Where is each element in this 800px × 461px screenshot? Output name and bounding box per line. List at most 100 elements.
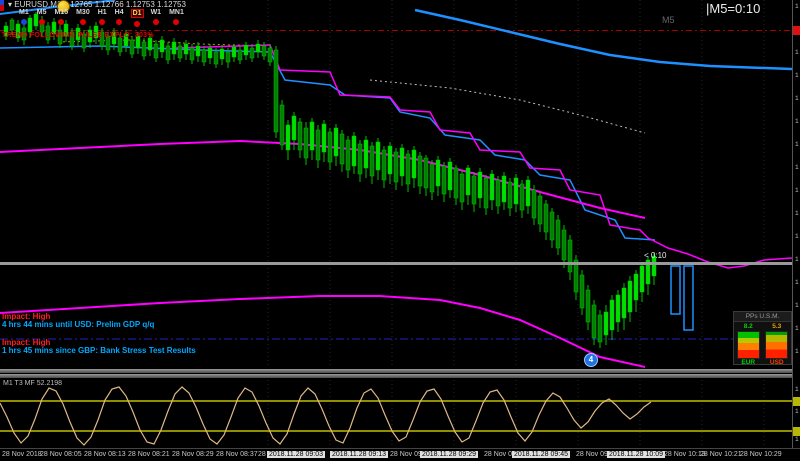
candle-body bbox=[3, 25, 9, 37]
timeframe-status-dot bbox=[79, 19, 86, 25]
forecast-box bbox=[683, 265, 694, 331]
candle-body bbox=[279, 104, 285, 146]
window-corner-blue bbox=[0, 0, 4, 5]
candle-body bbox=[75, 27, 81, 41]
price-axis-tick: 1.1 bbox=[795, 141, 800, 148]
candle-body bbox=[525, 179, 531, 207]
chart-dropdown-icon[interactable]: ▾ bbox=[8, 0, 13, 9]
timeframe-status-dot bbox=[99, 19, 106, 25]
candle-body bbox=[447, 161, 453, 191]
time-axis-label: 28 Nov 08:29 bbox=[172, 451, 214, 458]
time-axis-label: 28 Nov 09:17 bbox=[390, 451, 432, 458]
timeframe-label: M1 bbox=[19, 9, 29, 16]
candle-body bbox=[153, 43, 159, 59]
timeframe-button-mn1[interactable]: MN1 bbox=[168, 9, 185, 27]
candle-body bbox=[87, 29, 93, 43]
timeframe-label: D1 bbox=[130, 9, 144, 18]
price-axis-tick: 1.1 bbox=[795, 325, 800, 332]
timeframe-button-d1[interactable]: D1 bbox=[130, 9, 144, 27]
candle-body bbox=[51, 21, 57, 35]
timeframe-button-m15[interactable]: M15 bbox=[53, 9, 69, 27]
timeframe-button-h1[interactable]: H1 bbox=[97, 9, 108, 27]
magenta-envelope-lower bbox=[0, 295, 646, 368]
splitter-bar bbox=[0, 369, 800, 373]
time-axis-label: 28 Nov 08:05 bbox=[40, 451, 82, 458]
candle-body bbox=[393, 151, 399, 183]
candle-body bbox=[195, 45, 201, 57]
time-axis-label-highlighted: 2018.11.28 09:13 bbox=[330, 451, 388, 458]
candle-body bbox=[495, 179, 501, 207]
candle-body bbox=[573, 259, 579, 293]
candle-body bbox=[453, 167, 459, 199]
price-axis-tick: 1.1 bbox=[795, 49, 800, 56]
candle-body bbox=[441, 165, 447, 195]
price-axis[interactable]: 1.1 1.1 1.1 1.1 1.1 1.1 1.1 1.1 1.1 1.1 1.1 1.1 1.1 1… bbox=[792, 0, 800, 448]
candle-body bbox=[45, 25, 51, 41]
signal-badge-4: 4 bbox=[584, 353, 598, 367]
timeframe-status-dot bbox=[116, 19, 123, 25]
timeframe-status-dot bbox=[134, 21, 141, 27]
candle-body bbox=[483, 177, 489, 209]
time-axis-label: 28 Nov 09:57 bbox=[576, 451, 618, 458]
candle-body bbox=[171, 41, 177, 55]
candle-body bbox=[369, 145, 375, 177]
candle-body bbox=[639, 265, 645, 293]
candle-body bbox=[189, 47, 195, 61]
candle-body bbox=[177, 45, 183, 59]
time-axis-label: 28 Nov 08:13 bbox=[84, 451, 126, 458]
candle-body bbox=[489, 173, 495, 201]
candle-body bbox=[105, 35, 111, 51]
candle-body bbox=[33, 13, 39, 27]
candle-body bbox=[147, 37, 153, 51]
timeframe-status-dot bbox=[152, 19, 159, 25]
price-axis-tick: 1.1 bbox=[795, 279, 800, 286]
timeframe-label: M5 bbox=[36, 9, 47, 16]
gray-dotted-curve bbox=[369, 79, 646, 134]
price-axis-tick: 1.1 bbox=[795, 348, 800, 355]
timeframe-button-w1[interactable]: W1 bbox=[150, 9, 163, 27]
candle-body bbox=[597, 314, 603, 343]
candle-body bbox=[225, 51, 231, 63]
time-axis[interactable]: 28 Nov 2018 28 Nov 08:05 28 Nov 08:13 28 No… bbox=[0, 448, 800, 461]
window-splitter[interactable] bbox=[0, 368, 800, 380]
time-axis-label: 28 Nov 10:21 bbox=[700, 451, 742, 458]
candle-body bbox=[261, 45, 267, 57]
timeframe-label: M30 bbox=[76, 9, 90, 16]
price-axis-tick: 1.1 bbox=[795, 408, 800, 415]
alert-icon bbox=[57, 0, 70, 13]
candle-body bbox=[537, 195, 543, 225]
price-axis-tick: 1.1 bbox=[795, 302, 800, 309]
strength-meter-title: PPs U.S.M. bbox=[734, 312, 791, 322]
candle-body bbox=[285, 124, 291, 151]
candle-body bbox=[249, 47, 255, 59]
candle-body bbox=[183, 43, 189, 55]
timeframe-toolbar: M1 M5 M15 M30 H1 H4 D1 W1 MN1 bbox=[18, 9, 185, 27]
window-corner-red bbox=[0, 5, 4, 11]
chart-canvas[interactable] bbox=[0, 0, 800, 447]
candle-body bbox=[459, 173, 465, 203]
usd-strength-value: 5.3 bbox=[772, 323, 782, 330]
candle-body bbox=[69, 31, 75, 47]
candle-body bbox=[561, 229, 567, 261]
timeframe-button-m1[interactable]: M1 bbox=[18, 9, 30, 27]
candle-body bbox=[141, 41, 147, 57]
candle-body bbox=[291, 115, 297, 141]
magenta-ma-stepped bbox=[174, 44, 793, 269]
price-axis-tick: 1.1 bbox=[795, 95, 800, 102]
candle-body bbox=[201, 49, 207, 63]
time-axis-label-highlighted: 2018.11.28 09:45 bbox=[512, 451, 570, 458]
chart-title: ▾ EURUSD,M1 1.12765 1.12766 1.12753 1.12… bbox=[8, 0, 186, 10]
candle-body bbox=[81, 33, 87, 49]
candle-body bbox=[303, 127, 309, 159]
price-axis-tick: 1.1 bbox=[795, 72, 800, 79]
price-axis-tag bbox=[793, 397, 800, 406]
timeframe-button-m5[interactable]: M5 bbox=[36, 9, 48, 27]
candle-body bbox=[219, 48, 225, 60]
candle-body bbox=[651, 255, 657, 277]
timeframe-button-h4[interactable]: H4 bbox=[114, 9, 125, 27]
news-impact-2: Impact: High bbox=[2, 338, 51, 347]
candle-body bbox=[387, 145, 393, 175]
candle-body bbox=[231, 46, 237, 58]
candle-body bbox=[549, 211, 555, 241]
timeframe-button-m30[interactable]: M30 bbox=[75, 9, 91, 27]
